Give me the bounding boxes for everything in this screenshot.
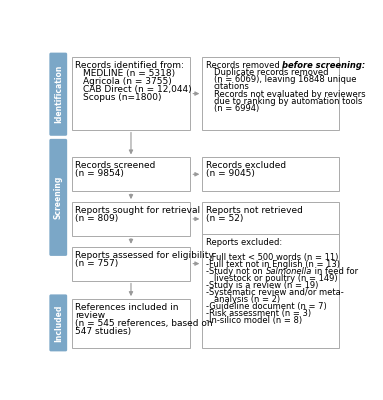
- Text: (n = 545 references, based on: (n = 545 references, based on: [75, 319, 213, 328]
- Text: Agricola (n = 3755): Agricola (n = 3755): [83, 77, 172, 86]
- Text: (n = 9045): (n = 9045): [206, 169, 255, 178]
- Text: Records not evaluated by reviewers: Records not evaluated by reviewers: [213, 90, 365, 98]
- Text: -Study not on: -Study not on: [206, 267, 265, 276]
- FancyBboxPatch shape: [72, 157, 190, 191]
- FancyBboxPatch shape: [72, 57, 190, 130]
- Text: (n = 52): (n = 52): [206, 214, 244, 223]
- Text: (n = 6069), leaving 16848 unique: (n = 6069), leaving 16848 unique: [213, 76, 356, 84]
- FancyBboxPatch shape: [72, 247, 190, 280]
- FancyBboxPatch shape: [49, 53, 67, 136]
- FancyBboxPatch shape: [202, 234, 339, 348]
- Text: Scopus (n=1800): Scopus (n=1800): [83, 93, 161, 102]
- FancyBboxPatch shape: [49, 294, 67, 351]
- Text: (n = 809): (n = 809): [75, 214, 119, 223]
- Text: Screening: Screening: [54, 176, 63, 219]
- Text: Reports not retrieved: Reports not retrieved: [206, 206, 303, 215]
- Text: citations: citations: [213, 82, 249, 92]
- FancyBboxPatch shape: [202, 157, 339, 191]
- Text: Reports sought for retrieval: Reports sought for retrieval: [75, 206, 201, 215]
- Text: (n = 9854): (n = 9854): [75, 169, 124, 178]
- Text: analysis (n = 2): analysis (n = 2): [213, 295, 280, 304]
- Text: 547 studies): 547 studies): [75, 327, 132, 336]
- Text: Records screened: Records screened: [75, 161, 156, 170]
- Text: (n = 6994): (n = 6994): [213, 104, 259, 113]
- FancyBboxPatch shape: [202, 202, 339, 236]
- Text: livestock or poultry (n = 149): livestock or poultry (n = 149): [213, 274, 337, 283]
- Text: Included: Included: [54, 304, 63, 342]
- Text: Reports assessed for eligibility: Reports assessed for eligibility: [75, 251, 214, 260]
- Text: -Guideline document (n = 7): -Guideline document (n = 7): [206, 302, 327, 311]
- Text: - Full text < 500 words (n = 11): - Full text < 500 words (n = 11): [206, 252, 339, 262]
- FancyBboxPatch shape: [202, 57, 339, 130]
- Text: -In-silico model (n = 8): -In-silico model (n = 8): [206, 316, 302, 325]
- Text: -Systematic review and/or meta-: -Systematic review and/or meta-: [206, 288, 344, 297]
- FancyBboxPatch shape: [49, 139, 67, 256]
- Text: Records excluded: Records excluded: [206, 161, 286, 170]
- Text: -Full text not in English (n = 13): -Full text not in English (n = 13): [206, 260, 340, 268]
- Text: review: review: [75, 311, 106, 320]
- Text: (n = 757): (n = 757): [75, 259, 119, 268]
- Text: References included in: References included in: [75, 303, 179, 312]
- Text: -Risk assessment (n = 3): -Risk assessment (n = 3): [206, 309, 311, 318]
- Text: Records identified from:: Records identified from:: [75, 61, 184, 70]
- FancyBboxPatch shape: [72, 299, 190, 348]
- Text: MEDLINE (n = 5318): MEDLINE (n = 5318): [83, 69, 175, 78]
- Text: due to ranking by automation tools: due to ranking by automation tools: [213, 97, 362, 106]
- Text: Salmonella: Salmonella: [265, 267, 312, 276]
- Text: CAB Direct (n = 12,044): CAB Direct (n = 12,044): [83, 85, 192, 94]
- Text: Duplicate records removed: Duplicate records removed: [213, 68, 328, 77]
- Text: Identification: Identification: [54, 65, 63, 123]
- Text: before screening:: before screening:: [282, 61, 366, 70]
- Text: -Study is a review (n = 19): -Study is a review (n = 19): [206, 281, 318, 290]
- Text: in feed for: in feed for: [312, 267, 358, 276]
- Text: Records removed: Records removed: [206, 61, 282, 70]
- FancyBboxPatch shape: [72, 202, 190, 236]
- Text: Reports excluded:: Reports excluded:: [206, 238, 282, 247]
